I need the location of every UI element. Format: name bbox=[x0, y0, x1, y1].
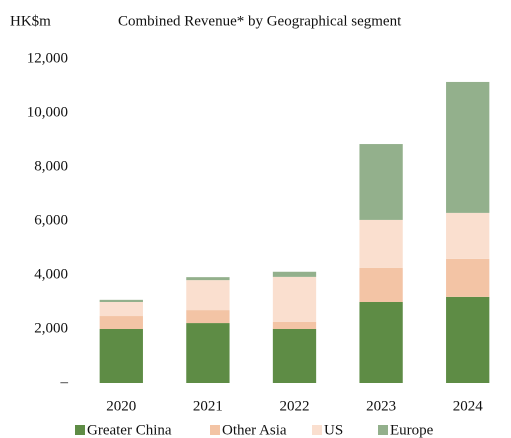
bar-segment bbox=[272, 321, 317, 329]
x-tick-label: 2020 bbox=[106, 398, 136, 414]
bar-segment bbox=[186, 323, 230, 383]
y-tick-label: 6,000 bbox=[34, 212, 68, 228]
bar-segment bbox=[359, 302, 403, 383]
legend-label: Europe bbox=[390, 422, 434, 438]
x-tick-label: 2021 bbox=[193, 398, 223, 414]
legend-label: Greater China bbox=[87, 422, 172, 438]
bar-segment bbox=[446, 212, 490, 259]
bar-segment bbox=[359, 144, 403, 220]
legend-swatch bbox=[210, 425, 220, 435]
bar-segment bbox=[359, 267, 403, 302]
x-tick-label: 2024 bbox=[453, 398, 484, 414]
y-axis-label: HK$m bbox=[10, 13, 51, 29]
legend-swatch bbox=[75, 425, 85, 435]
chart-title: Combined Revenue* by Geographical segmen… bbox=[118, 13, 402, 29]
bar-segment bbox=[272, 276, 317, 322]
bar-segment bbox=[186, 310, 230, 324]
bar-segment bbox=[359, 219, 403, 268]
bar-segment bbox=[272, 271, 317, 277]
x-tick-label: 2023 bbox=[366, 398, 396, 414]
bar-segment bbox=[99, 316, 143, 329]
y-tick-label: 8,000 bbox=[34, 158, 68, 174]
bar-segment bbox=[99, 329, 143, 383]
bar-segment bbox=[272, 329, 317, 383]
y-tick-label: 2,000 bbox=[34, 320, 68, 336]
bar-segment bbox=[446, 258, 490, 297]
bar-segment bbox=[99, 302, 143, 317]
legend-swatch bbox=[378, 425, 388, 435]
bar-segment bbox=[446, 81, 490, 213]
bar-segment bbox=[446, 296, 490, 383]
bar-segment bbox=[186, 280, 230, 311]
legend-label: US bbox=[324, 422, 343, 438]
x-tick-label: 2022 bbox=[280, 398, 310, 414]
bar-segment bbox=[186, 277, 230, 281]
y-tick-label: 10,000 bbox=[27, 104, 68, 120]
y-tick-label: 12,000 bbox=[27, 50, 68, 66]
legend-swatch bbox=[312, 425, 322, 435]
y-tick-label: – bbox=[60, 374, 69, 390]
legend-label: Other Asia bbox=[222, 422, 287, 438]
bar-segment bbox=[99, 299, 143, 302]
y-tick-label: 4,000 bbox=[34, 266, 68, 282]
